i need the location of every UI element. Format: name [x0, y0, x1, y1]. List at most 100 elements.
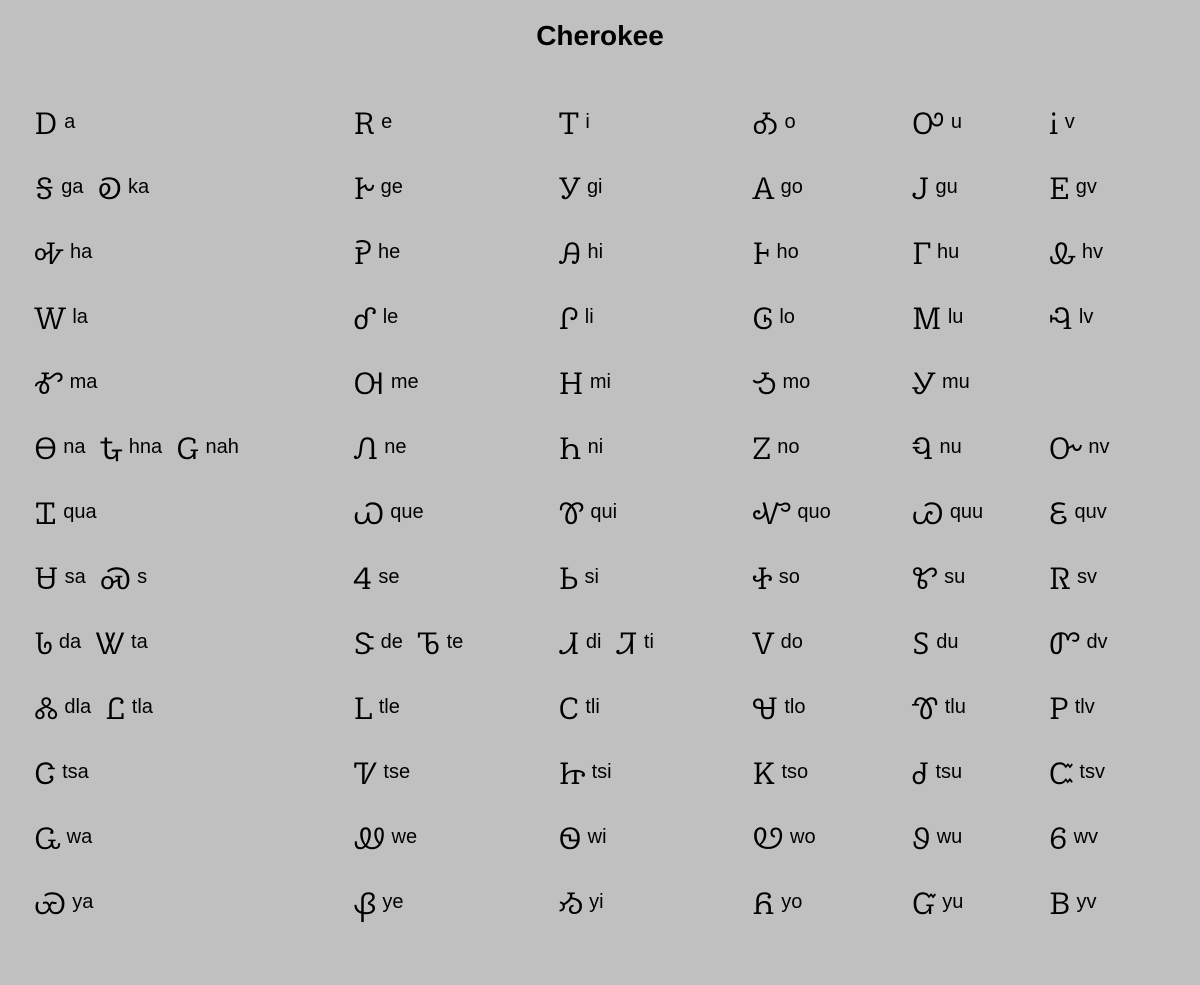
syllabary-cell: Ꮳtsa	[30, 740, 349, 805]
romanization: ho	[776, 241, 798, 264]
syllable-pair: Ꮕnv	[1049, 427, 1110, 468]
syllable-pair: Ꮙquo	[752, 492, 831, 533]
romanization: gi	[587, 176, 603, 199]
syllable-pair: Ꮺwe	[353, 817, 417, 858]
cherokee-glyph: Ꮢ	[1049, 557, 1071, 598]
syllable-pair: Ꮬdla	[34, 687, 91, 728]
romanization: wa	[67, 826, 93, 849]
syllabary-cell: Ꮿya	[30, 870, 349, 935]
syllable-pair: Ꮽwu	[912, 817, 963, 858]
syllabary-cell: Ꮑne	[349, 415, 554, 480]
romanization: lo	[779, 306, 795, 329]
romanization: ti	[644, 631, 654, 654]
cherokee-glyph: Ꮉ	[34, 362, 64, 403]
romanization: tsi	[592, 761, 612, 784]
syllable-pair: Ꮟsi	[558, 557, 599, 598]
romanization: hi	[587, 241, 603, 264]
syllable-pair: Ꮵtsi	[558, 752, 611, 793]
syllabary-cell: Ꮰtlo	[748, 675, 908, 740]
romanization: dv	[1086, 631, 1107, 654]
syllable-pair: Ꮘqui	[558, 492, 617, 533]
syllabary-cell: Ꭰa	[30, 90, 349, 155]
syllabary-cell: Ꮪdu	[908, 610, 1045, 675]
cherokee-glyph: Ꮞ	[353, 557, 372, 598]
syllabary-cell: Ꮈlv	[1045, 285, 1170, 350]
syllabary-cell: Ꮙquo	[748, 480, 908, 545]
cherokee-glyph: Ꮱ	[912, 687, 939, 728]
cherokee-glyph: Ꮠ	[752, 557, 773, 598]
syllabary-cell: Ꭼgv	[1045, 155, 1170, 220]
syllable-pair: Ꮖqua	[34, 492, 97, 533]
romanization: tlo	[784, 696, 805, 719]
romanization: nv	[1088, 436, 1109, 459]
syllabary-cell: Ꮯtli	[554, 675, 748, 740]
syllabary-cell	[1045, 350, 1170, 415]
cherokee-glyph: Ꮷ	[912, 752, 930, 793]
syllabary-cell: Ꭺgo	[748, 155, 908, 220]
romanization: tlu	[945, 696, 966, 719]
romanization: tsu	[935, 761, 962, 784]
romanization: qui	[590, 501, 617, 524]
syllable-pair: Ꮥde	[353, 622, 403, 663]
cherokee-glyph: Ꮒ	[558, 427, 581, 468]
syllabary-cell: Ꮮtle	[349, 675, 554, 740]
syllable-pair: Ꮔnu	[912, 427, 962, 468]
syllable-pair: Ꮮtle	[353, 687, 400, 728]
syllable-pair: Ꭹgi	[558, 167, 602, 208]
syllable-pair: Ꮫdv	[1049, 622, 1108, 663]
romanization: yo	[781, 891, 802, 914]
syllabary-cell: Ꮠso	[748, 545, 908, 610]
cherokee-glyph: Ꮌ	[752, 362, 776, 403]
cherokee-glyph: Ꭰ	[34, 102, 58, 143]
cherokee-glyph: Ꮮ	[353, 687, 373, 728]
syllabary-cell: Ᏹyi	[554, 870, 748, 935]
syllable-pair: Ꮅli	[558, 297, 593, 338]
romanization: yu	[942, 891, 963, 914]
syllable-pair: Ꮑne	[353, 427, 406, 468]
cherokee-glyph: Ꮛ	[1049, 492, 1069, 533]
syllable-pair: Ᏻyu	[912, 882, 964, 923]
syllabary-cell: ᏕdeᏖte	[349, 610, 554, 675]
romanization: nah	[205, 436, 238, 459]
syllable-pair: Ꭸge	[353, 167, 403, 208]
cherokee-glyph: Ꭹ	[558, 167, 581, 208]
cherokee-glyph: Ꮻ	[558, 817, 581, 858]
syllable-pair: Ꮋmi	[558, 362, 611, 403]
romanization: ka	[128, 176, 149, 199]
table-row: ᎭhaᎮheᎯhiᎰhoᎱhuᎲhv	[30, 220, 1170, 285]
syllable-pair: Ꮷtsu	[912, 752, 962, 793]
syllable-pair: Ᏼyv	[1049, 882, 1097, 923]
cherokee-glyph: Ꮿ	[34, 882, 66, 923]
cherokee-glyph: Ꮧ	[558, 622, 579, 663]
romanization: mu	[942, 371, 970, 394]
romanization: ge	[381, 176, 403, 199]
syllabary-cell: Ꭵv	[1045, 90, 1170, 155]
syllabary-cell: Ꮌmo	[748, 350, 908, 415]
romanization: e	[381, 111, 392, 134]
romanization: wo	[790, 826, 816, 849]
cherokee-glyph: Ꮯ	[558, 687, 579, 728]
syllabary-cell: Ꮗque	[349, 480, 554, 545]
syllable-pair: Ꮸtsv	[1049, 752, 1105, 793]
cherokee-glyph: Ꮅ	[558, 297, 578, 338]
cherokee-glyph: Ꮗ	[353, 492, 384, 533]
syllabary-cell: ᏓdaᏔta	[30, 610, 349, 675]
romanization: sa	[65, 566, 86, 589]
syllabary-cell: Ꮱtlu	[908, 675, 1045, 740]
cherokee-glyph: Ꮤ	[95, 622, 125, 663]
romanization: quo	[797, 501, 830, 524]
syllable-pair: Ꮆlo	[752, 297, 795, 338]
syllabary-cell: Ꮷtsu	[908, 740, 1045, 805]
romanization: de	[381, 631, 403, 654]
syllable-pair: Ꮢsv	[1049, 557, 1097, 598]
cherokee-glyph: Ꮵ	[558, 752, 585, 793]
syllabary-cell: Ꮞse	[349, 545, 554, 610]
syllable-pair: Ꮿya	[34, 882, 93, 923]
syllabary-cell: Ꮕnv	[1045, 415, 1170, 480]
syllable-pair: Ꮇlu	[912, 297, 964, 338]
cherokee-glyph: Ꮦ	[417, 622, 441, 663]
romanization: qua	[63, 501, 96, 524]
romanization: si	[585, 566, 599, 589]
syllable-pair: Ꮻwi	[558, 817, 606, 858]
romanization: quu	[950, 501, 983, 524]
